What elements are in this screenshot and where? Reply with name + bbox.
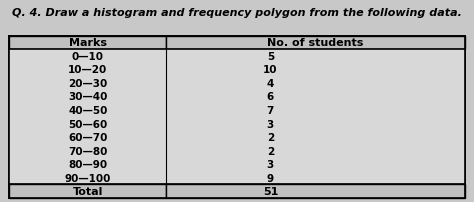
Text: 30—40: 30—40 xyxy=(68,92,108,102)
Text: 2: 2 xyxy=(267,146,274,156)
Text: 4: 4 xyxy=(267,79,274,88)
Bar xyxy=(166,36,465,50)
Text: Marks: Marks xyxy=(69,38,107,48)
Text: 2: 2 xyxy=(267,132,274,142)
Text: 90—100: 90—100 xyxy=(64,173,111,183)
Text: 20—30: 20—30 xyxy=(68,79,107,88)
Text: 6: 6 xyxy=(267,92,274,102)
Text: 40—50: 40—50 xyxy=(68,105,108,115)
Bar xyxy=(166,50,465,184)
Text: 7: 7 xyxy=(267,105,274,115)
Text: 5: 5 xyxy=(267,52,274,62)
Text: 50—60: 50—60 xyxy=(68,119,107,129)
Text: Q. 4. Draw a histogram and frequency polygon from the following data.: Q. 4. Draw a histogram and frequency pol… xyxy=(12,8,462,18)
Text: 3: 3 xyxy=(267,159,274,169)
Text: 10: 10 xyxy=(263,65,278,75)
Bar xyxy=(9,50,166,184)
Bar xyxy=(9,36,166,50)
Text: Total: Total xyxy=(73,186,103,196)
Text: 10—20: 10—20 xyxy=(68,65,107,75)
Text: 70—80: 70—80 xyxy=(68,146,108,156)
Text: 51: 51 xyxy=(263,186,278,196)
Text: 60—70: 60—70 xyxy=(68,132,108,142)
Text: 3: 3 xyxy=(267,119,274,129)
Bar xyxy=(9,184,166,198)
Text: 9: 9 xyxy=(267,173,274,183)
Bar xyxy=(9,36,465,198)
Bar xyxy=(166,184,465,198)
Text: No. of students: No. of students xyxy=(267,38,364,48)
Text: 0—10: 0—10 xyxy=(72,52,104,62)
Text: 80—90: 80—90 xyxy=(68,159,107,169)
